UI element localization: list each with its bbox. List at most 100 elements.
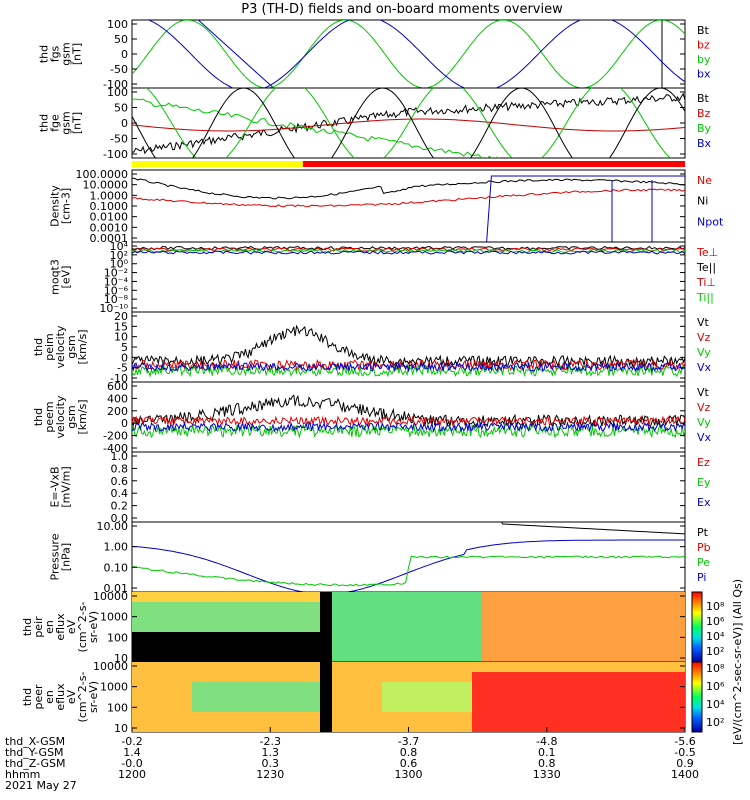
y-axis-label: (cm^2-s- <box>76 672 89 723</box>
x-axis-value: 0.6 <box>400 757 418 770</box>
trace-by <box>132 20 685 88</box>
trace-vt <box>132 324 685 368</box>
legend-Pe: Pe <box>697 556 710 569</box>
x-axis-value: 0.8 <box>400 746 418 759</box>
y-axis-label: thd <box>21 688 34 706</box>
y-axis-label: eV <box>65 619 78 634</box>
y-axis-label: [nT] <box>71 43 84 65</box>
trace-vy <box>132 423 685 439</box>
y-tick-label: 0.0 <box>111 512 129 525</box>
x-axis-value: -0.2 <box>121 735 142 748</box>
spectrogram-colorbar: 10⁸ 10⁶ 10⁴ 10² 10⁸ 10⁶ 10⁴ 10² [eV/(cm^2-sec-sr… <box>691 579 744 745</box>
y-tick-label: 0.6 <box>111 475 129 488</box>
y-axis-label: [cm-3] <box>60 188 73 224</box>
x-axis-value: 1.3 <box>262 746 280 759</box>
panel-frame <box>131 521 686 593</box>
y-tick-label: 10.0000 <box>83 179 129 192</box>
panel-traces <box>132 324 685 378</box>
y-axis-label: Density <box>49 185 62 227</box>
y-axis-label: [km/s] <box>76 399 89 434</box>
y-tick-label: 10⁻² <box>104 267 128 280</box>
y-tick-label: 1.0 <box>111 450 129 463</box>
y-axis-label: thd <box>38 114 51 132</box>
y-axis-label: peem <box>43 401 56 432</box>
x-axis-value: 0.1 <box>538 746 556 759</box>
colorbar-tick: 10⁸ <box>706 662 725 675</box>
panel-traces <box>132 20 685 88</box>
y-tick-label: 0 <box>121 351 128 364</box>
y-tick-label: 10 <box>114 722 128 735</box>
x-axis-row-label: thd_Z-GSM <box>5 757 65 770</box>
legend-Ti⊥: Ti⊥ <box>696 276 716 289</box>
y-tick-label: 10 <box>114 331 128 344</box>
trace-bt <box>132 92 685 155</box>
y-axis-label: [nT] <box>71 112 84 134</box>
y-tick-label: 400 <box>107 392 128 405</box>
trace-vt <box>132 394 685 429</box>
x-axis-value: 0.8 <box>538 757 556 770</box>
trace-pt <box>501 522 685 535</box>
trace-temp <box>132 247 685 252</box>
x-axis-block: thd_X-GSM -0.2 -2.3 -3.7 -4.8 -5.6 thd_Y-GSM 1.… <box>5 727 699 792</box>
trace-by-2 <box>146 88 671 158</box>
y-tick-label: 0.0010 <box>90 221 129 234</box>
y-tick-label: -5 <box>117 362 128 375</box>
y-tick-label: 1000 <box>100 681 128 694</box>
legend-Pt: Pt <box>697 526 709 539</box>
y-tick-label: 15 <box>114 320 128 333</box>
spectrogram-region <box>482 592 685 662</box>
panel-traces <box>132 245 685 255</box>
legend-Npot: Npot <box>697 215 724 228</box>
y-tick-label: 100 <box>107 631 128 644</box>
panel-traces <box>132 394 685 439</box>
panel-traces <box>132 662 685 732</box>
legend-Bz: Bz <box>697 107 711 120</box>
colorbar-tick: 10² <box>706 716 724 729</box>
y-tick-label: 100.0000 <box>76 168 129 181</box>
y-tick-label: -400 <box>103 442 128 455</box>
spectrogram-region <box>472 672 685 732</box>
legend-Vz: Vz <box>697 331 711 344</box>
y-axis-label: [nPa] <box>60 543 73 571</box>
y-tick-label: 0.2 <box>111 500 129 513</box>
legend-Ti||: Ti|| <box>696 291 714 304</box>
legend-Vx: Vx <box>697 431 712 444</box>
panel-9: 10000 1000 100 10 thdpeirenefluxeV(cm^2-s-sr… <box>21 590 686 665</box>
y-tick-label: 10⁰ <box>110 258 129 271</box>
panel-traces <box>132 592 685 662</box>
y-tick-label: 10⁴ <box>110 240 129 253</box>
trace-ni <box>132 177 685 200</box>
legend-Vt: Vt <box>697 316 710 329</box>
y-axis-label: fge <box>49 114 62 132</box>
y-tick-label: -50 <box>110 133 128 146</box>
trace-npot <box>486 175 685 242</box>
spectrogram-region <box>332 592 482 662</box>
legend-By: By <box>697 122 712 135</box>
colorbar-tick: 10⁴ <box>706 630 725 643</box>
colorbar-tick: 10⁶ <box>706 615 725 628</box>
legend-Te⊥: Te⊥ <box>696 246 718 259</box>
trace-by <box>132 98 509 158</box>
trace-temp <box>132 245 685 251</box>
trace-pe <box>132 555 685 587</box>
legend-Ez: Ez <box>697 456 710 469</box>
y-axis-label: peim <box>43 333 56 361</box>
y-axis-label: gsm <box>60 42 73 65</box>
y-axis-label: thd <box>21 618 34 636</box>
y-tick-label: 10⁻⁸ <box>104 293 129 306</box>
y-axis-label: en <box>43 620 56 634</box>
y-axis-label: gsm <box>65 405 78 428</box>
x-axis-row-label: thd_X-GSM <box>5 735 65 748</box>
x-axis-value: 1200 <box>118 768 146 781</box>
panel-stack: 100500-50-100thdfgsgsm[nT]Btbzbybx100500… <box>21 18 724 735</box>
legend-by: by <box>697 53 711 66</box>
legend-Vz: Vz <box>697 401 711 414</box>
y-axis-label: thd <box>38 45 51 63</box>
legend-Bt: Bt <box>697 24 710 37</box>
panel-frame <box>131 451 686 523</box>
y-tick-label: 0.4 <box>111 487 129 500</box>
y-axis-label: peer <box>32 684 45 710</box>
trace-vx <box>132 421 685 433</box>
